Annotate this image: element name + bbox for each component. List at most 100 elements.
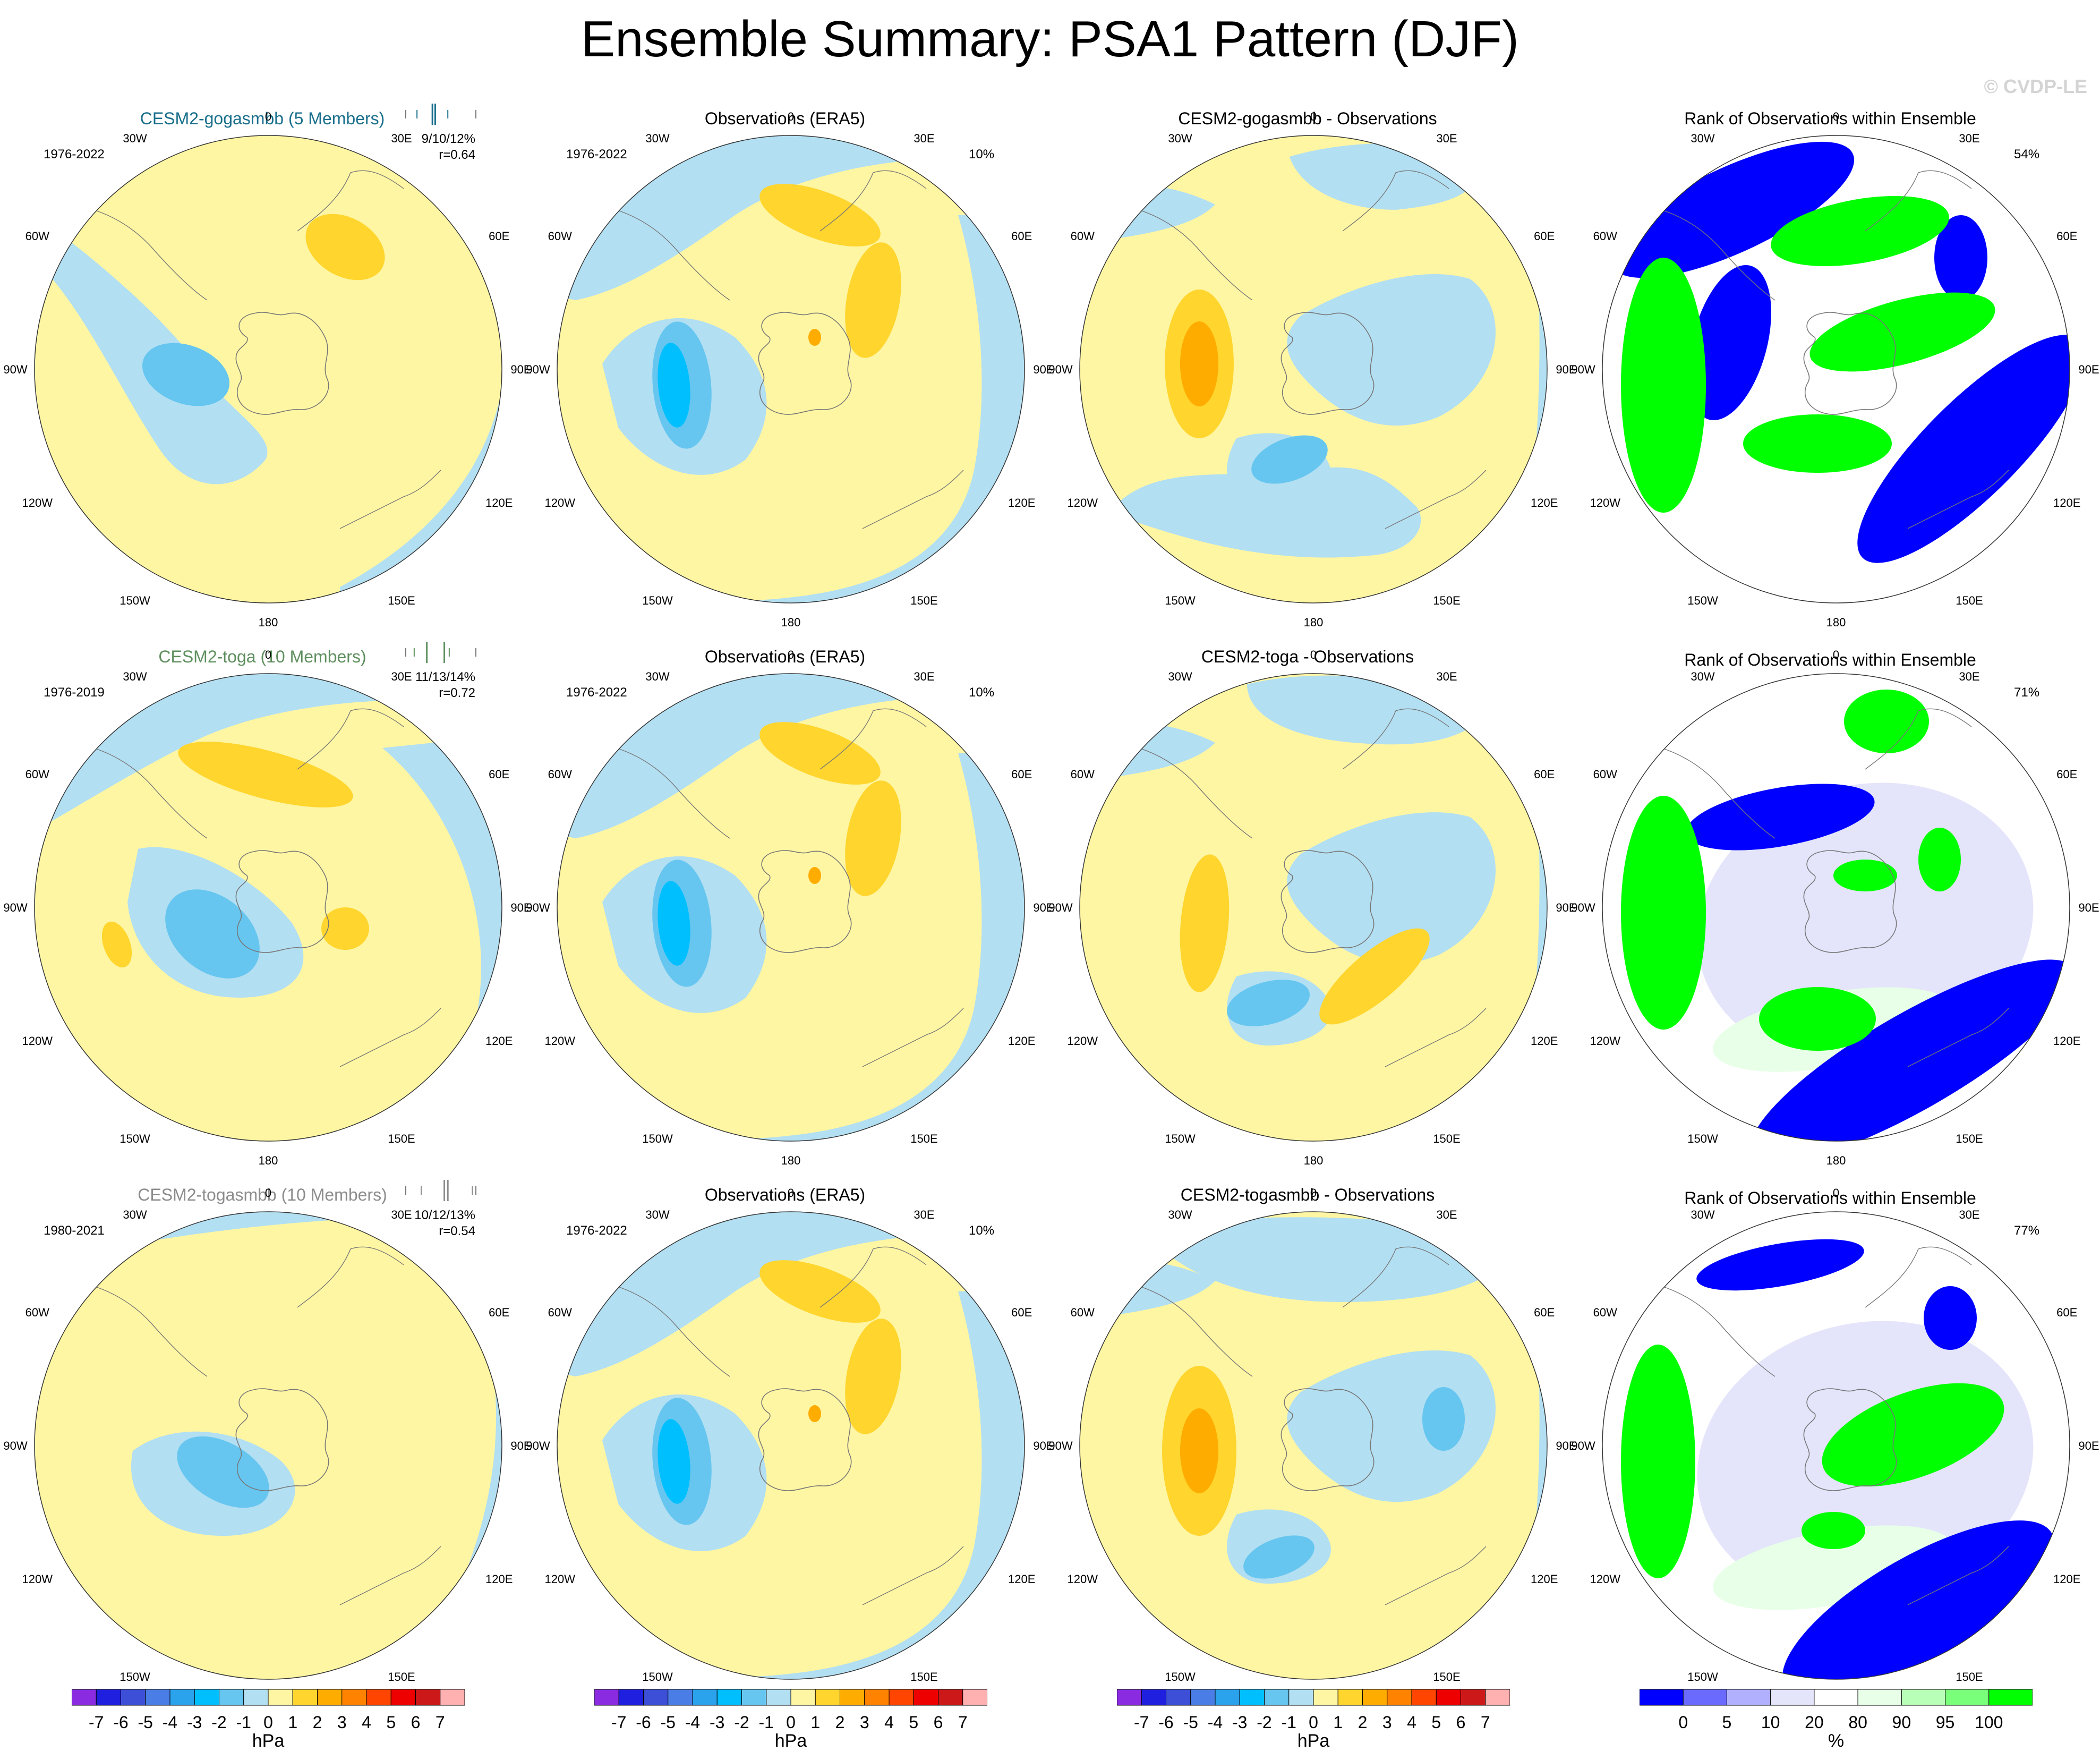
diff-panel-title: CESM2-toga - Observations xyxy=(1201,647,1414,666)
anomaly-contour xyxy=(845,780,901,896)
longitude-label: 120W xyxy=(22,496,53,509)
model-panel-title: CESM2-gogasmbb (5 Members) xyxy=(140,109,385,128)
longitude-label: 180 xyxy=(258,616,278,629)
colorbar-label: 95 xyxy=(1935,1713,1955,1732)
polar-map xyxy=(1079,135,1548,603)
colorbar-labels: 0 5 10 20 80 90 95 100 xyxy=(1640,1713,2033,1732)
polar-map xyxy=(557,673,1025,1142)
longitude-label: 120E xyxy=(485,1034,513,1048)
colorbar-box xyxy=(643,1689,669,1706)
colorbar-box xyxy=(1988,1689,2033,1706)
longitude-label: 30E xyxy=(914,1208,935,1222)
south-america-coastline xyxy=(612,1285,730,1377)
colorbar-box xyxy=(1411,1689,1437,1706)
longitude-label: 0 xyxy=(1310,1186,1317,1200)
map-boundary xyxy=(34,135,502,603)
longitude-label: 60E xyxy=(1011,1306,1032,1319)
anomaly-contour xyxy=(142,343,230,406)
africa-coastline xyxy=(819,170,927,232)
pattern-percent: 10% xyxy=(969,685,995,700)
anomaly-contour xyxy=(1857,335,2070,563)
pattern-percent: 71% xyxy=(2014,685,2040,700)
colorbar-box xyxy=(790,1689,816,1706)
colorbar-box xyxy=(1215,1689,1240,1706)
panel-diff-2: CESM2-toga - Observations 0 30E 60E 90E 120E 1… xyxy=(1045,626,1576,1167)
colorbar-label: -4 xyxy=(162,1713,178,1732)
colorbar-box xyxy=(1264,1689,1290,1706)
south-america-coastline xyxy=(90,208,208,301)
colorbar-label: 5 xyxy=(1431,1713,1441,1732)
anomaly-contour xyxy=(808,329,821,346)
colorbar-unit: % xyxy=(1828,1731,1845,1751)
colorbar-box xyxy=(668,1689,693,1706)
south-america-coastline xyxy=(1135,1285,1253,1377)
colorbar-box xyxy=(72,1689,97,1706)
australia-coastline xyxy=(1385,1008,1487,1067)
anomaly-contour xyxy=(1822,1383,2004,1487)
colorbar-box xyxy=(692,1689,718,1706)
colorbar-box xyxy=(1770,1689,1815,1706)
longitude-label: 0 xyxy=(264,1186,272,1200)
colorbar-boxes xyxy=(1640,1689,2033,1706)
antarctica-coastline xyxy=(1281,850,1375,953)
anomaly-contour xyxy=(165,889,260,979)
longitude-label: 120E xyxy=(2053,496,2081,509)
colorbar-box xyxy=(1901,1689,1946,1706)
colorbar-label: -5 xyxy=(1183,1713,1198,1732)
colorbar-box xyxy=(1117,1689,1142,1706)
longitude-label: 60W xyxy=(25,1306,49,1319)
longitude-label: 60W xyxy=(1070,1306,1095,1319)
australia-coastline xyxy=(1907,1008,2009,1067)
longitude-label: 90E xyxy=(510,1439,532,1452)
model-panel-title: CESM2-togasmbb (10 Members) xyxy=(138,1185,387,1204)
anomaly-contour xyxy=(1610,141,1855,278)
colorbar-label: 80 xyxy=(1848,1713,1867,1732)
colorbar-box xyxy=(766,1689,791,1706)
panel-diff-1: CESM2-gogasmbb - Observations 0 30E 60E 90E 1… xyxy=(1045,88,1576,629)
longitude-label: 0 xyxy=(787,648,795,661)
anomaly-contour xyxy=(1243,1535,1314,1579)
longitude-label: 60E xyxy=(489,1306,510,1319)
model-panel-title: CESM2-toga (10 Members) xyxy=(158,647,366,666)
colorbar-label: 7 xyxy=(958,1713,968,1732)
australia-coastline xyxy=(862,470,964,529)
longitude-label: 30E xyxy=(1436,132,1457,146)
longitude-label: 0 xyxy=(1310,648,1317,661)
south-america-coastline xyxy=(1658,208,1775,301)
longitude-label: 0 xyxy=(264,648,272,661)
polar-map xyxy=(557,1211,1025,1680)
colorbar-label: -4 xyxy=(685,1713,701,1732)
colorbar-box xyxy=(938,1689,963,1706)
obs-panel-title: Observations (ERA5) xyxy=(704,1185,866,1204)
australia-coastline xyxy=(1907,470,2009,529)
longitude-label: 60E xyxy=(1534,1306,1555,1319)
panel-diff-3: CESM2-togasmbb - Observations 0 30E 60E 90E 1… xyxy=(1045,1164,1576,1705)
longitude-label: 120W xyxy=(544,1034,575,1048)
panel-rank-1: Rank of Observations within Ensemble 54% 0… xyxy=(1568,88,2099,629)
longitude-label: 120E xyxy=(1008,1572,1036,1586)
colorbar-unit: hPa xyxy=(774,1731,807,1751)
africa-coastline xyxy=(1865,708,1972,770)
anomaly-contour xyxy=(178,742,353,807)
longitude-label: 90E xyxy=(2078,1439,2099,1452)
longitude-label: 120E xyxy=(1008,1034,1036,1048)
colorbar-label: -1 xyxy=(236,1713,251,1732)
antarctica-coastline xyxy=(1803,312,1897,415)
colorbar-label: 0 xyxy=(1309,1713,1318,1732)
colorbar-label: -2 xyxy=(734,1713,749,1732)
anomaly-contour xyxy=(1227,980,1310,1026)
south-america-coastline xyxy=(612,746,730,839)
longitude-label: 90W xyxy=(1571,363,1595,376)
polar-map xyxy=(1079,673,1548,1142)
longitude-label: 60E xyxy=(1534,229,1555,243)
map-boundary xyxy=(1079,1211,1548,1680)
longitude-label: 30W xyxy=(1168,132,1192,146)
map-boundary xyxy=(557,673,1025,1142)
colorbar-label: 100 xyxy=(1975,1713,2003,1732)
colorbar-box xyxy=(1288,1689,1314,1706)
longitude-label: 30E xyxy=(914,132,935,146)
longitude-label: 150W xyxy=(642,593,673,607)
longitude-label: 60E xyxy=(2056,768,2078,781)
antarctica-coastline xyxy=(235,1388,329,1491)
anomaly-contour xyxy=(1422,1387,1465,1451)
